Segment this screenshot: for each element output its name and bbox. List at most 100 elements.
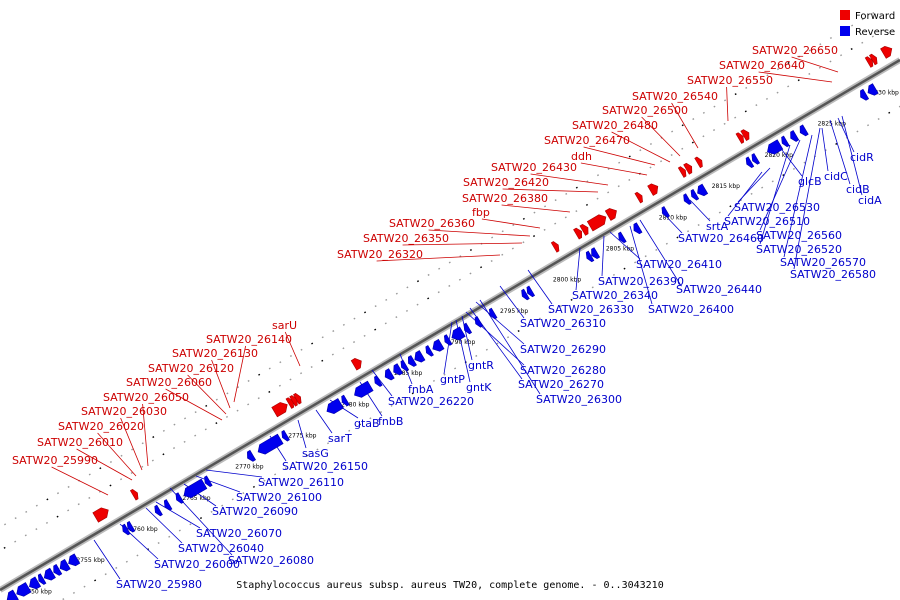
track-dash xyxy=(120,478,123,481)
track-dash xyxy=(750,192,753,195)
reverse-gene-arrow xyxy=(37,573,47,585)
track-dash xyxy=(194,434,197,437)
track-dash xyxy=(485,348,488,351)
track-dash xyxy=(131,448,134,451)
track-dash xyxy=(327,442,330,445)
reverse-gene-label: SATW20_26040 xyxy=(178,542,264,555)
reverse-gene-arrow xyxy=(526,285,536,298)
reverse-gene-label: SATW20_26270 xyxy=(518,378,604,391)
track-dash xyxy=(353,317,356,320)
forward-gene-label: sarU xyxy=(272,319,297,332)
track-dash xyxy=(882,29,885,32)
track-dash xyxy=(411,392,414,395)
reverse-gene-label: SATW20_26150 xyxy=(282,460,368,473)
track-dash xyxy=(877,117,880,121)
track-dash xyxy=(348,429,351,432)
forward-leader-line xyxy=(501,204,571,213)
reverse-gene-label: SATW20_26310 xyxy=(520,317,606,330)
track-dash xyxy=(670,153,673,157)
track-dash xyxy=(639,149,642,152)
reverse-gene-arrow xyxy=(393,363,404,376)
forward-leader-line xyxy=(641,116,681,157)
reverse-leader-line xyxy=(145,507,183,544)
reverse-gene-label: SATW20_26330 xyxy=(548,303,634,316)
track-dash xyxy=(416,280,420,283)
track-dash xyxy=(310,365,313,369)
reverse-gene-arrow xyxy=(463,322,473,335)
legend-reverse-label: Reverse xyxy=(855,27,895,38)
label-leader-lines xyxy=(51,56,863,580)
forward-gene-arrow xyxy=(869,53,878,66)
background-dots xyxy=(3,12,900,600)
reverse-gene-arrow xyxy=(384,368,395,381)
track-dash xyxy=(337,435,340,439)
track-dash xyxy=(888,111,891,114)
track-dash xyxy=(56,492,60,495)
track-dash xyxy=(819,43,822,46)
forward-gene-label: SATW20_26050 xyxy=(103,391,189,404)
forward-leader-line xyxy=(530,173,609,186)
track-dash xyxy=(416,303,419,306)
track-dash xyxy=(374,328,377,331)
track-dash xyxy=(448,284,451,287)
forward-gene-label: SATW20_26320 xyxy=(337,248,423,261)
track-dash xyxy=(215,422,218,425)
reverse-gene-arrow xyxy=(326,398,344,414)
forward-gene-label: SATW20_26350 xyxy=(363,232,449,245)
track-dash xyxy=(596,197,599,200)
reverse-gene-arrow xyxy=(414,350,426,363)
track-dash xyxy=(808,49,811,52)
tick-label: 2820 kbp xyxy=(765,152,793,159)
forward-gene-label: SATW20_26640 xyxy=(719,59,805,72)
track-dash xyxy=(771,180,774,183)
track-dash xyxy=(755,80,758,83)
track-dash xyxy=(225,415,229,418)
tick-label: 2765 kbp xyxy=(182,495,210,502)
reverse-gene-arrow xyxy=(53,564,63,576)
track-dash xyxy=(871,35,874,38)
track-dash xyxy=(676,236,679,239)
track-dash xyxy=(210,510,213,513)
track-dash xyxy=(289,378,292,381)
forward-leader-line xyxy=(142,403,149,467)
track-dash xyxy=(765,97,769,100)
track-dash xyxy=(528,323,531,326)
forward-leader-line xyxy=(481,218,541,229)
track-dash xyxy=(665,242,668,245)
reverse-gene-arrow xyxy=(29,576,42,590)
reverse-gene-label: SATW20_26080 xyxy=(228,554,314,567)
track-dash xyxy=(72,591,75,594)
track-dash xyxy=(162,429,165,432)
forward-gene-arrow xyxy=(604,208,617,221)
forward-leader-line xyxy=(758,71,833,83)
track-dash xyxy=(268,390,271,393)
reverse-gene-arrow xyxy=(6,589,19,600)
tick-label: 2750 kbp xyxy=(23,588,51,595)
reverse-leader-line xyxy=(759,139,801,231)
track-dash xyxy=(538,317,541,320)
track-dash xyxy=(189,523,192,526)
track-dash xyxy=(24,534,27,537)
reverse-leader-line xyxy=(575,247,581,291)
track-dash xyxy=(744,110,747,113)
track-dash xyxy=(247,379,250,382)
reverse-gene-label: SATW20_26090 xyxy=(212,505,298,518)
track-dash xyxy=(321,359,324,362)
track-dash xyxy=(591,286,594,289)
track-dash xyxy=(390,404,393,407)
track-dash xyxy=(385,298,388,301)
track-dash xyxy=(236,386,240,389)
track-dash xyxy=(352,341,356,344)
track-dash xyxy=(247,403,250,406)
reverse-gene-label: fnbB xyxy=(378,415,403,428)
track-dash xyxy=(872,12,875,15)
reverse-gene-arrow xyxy=(59,559,71,572)
track-dash xyxy=(83,585,86,588)
reverse-gene-arrow xyxy=(751,153,761,165)
forward-gene-label: SATW20_26120 xyxy=(148,362,234,375)
reverse-gene-arrow xyxy=(690,188,700,201)
track-dash xyxy=(358,423,361,426)
track-dash xyxy=(459,255,462,258)
track-dash xyxy=(427,273,430,276)
